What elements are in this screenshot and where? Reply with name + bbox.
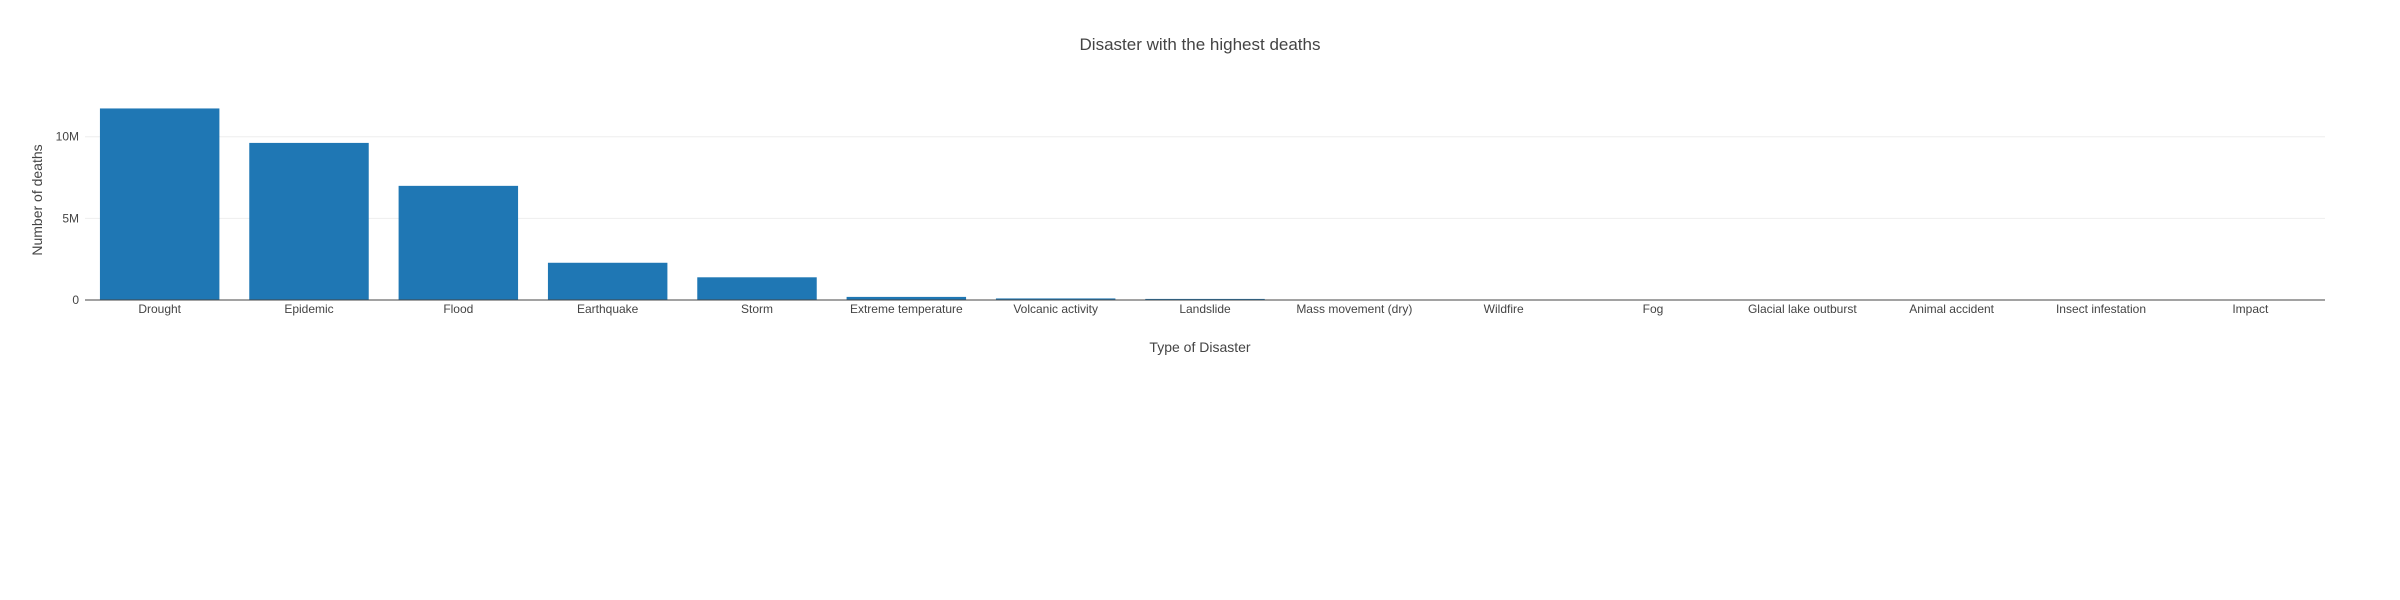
y-tick-label: 0 xyxy=(72,293,79,307)
bar-storm[interactable] xyxy=(697,277,817,300)
x-tick-label: Insect infestation xyxy=(2056,302,2146,316)
y-tick-label: 5M xyxy=(62,211,79,225)
x-tick-label: Storm xyxy=(741,302,773,316)
y-axis-title: Number of deaths xyxy=(29,144,45,255)
y-tick-label: 10M xyxy=(56,130,79,144)
y-axis-ticks: 0 5M 10M xyxy=(56,130,80,307)
bar-flood[interactable] xyxy=(398,185,519,300)
x-tick-label: Epidemic xyxy=(284,302,333,316)
x-tick-label: Flood xyxy=(443,302,473,316)
x-tick-label: Extreme temperature xyxy=(850,302,963,316)
x-tick-label: Volcanic activity xyxy=(1013,302,1098,316)
x-tick-label: Landslide xyxy=(1179,302,1231,316)
x-tick-label: Wildfire xyxy=(1484,302,1524,316)
x-tick-label: Earthquake xyxy=(577,302,639,316)
bar-drought[interactable] xyxy=(99,108,220,301)
bar-landslide[interactable] xyxy=(1145,298,1265,300)
bar-earthquake[interactable] xyxy=(547,262,668,300)
x-tick-label: Impact xyxy=(2232,302,2269,316)
x-axis-ticks: Drought Epidemic Flood Earthquake Storm Extre… xyxy=(138,302,2269,316)
x-tick-label: Fog xyxy=(1643,302,1664,316)
x-axis-title: Type of Disaster xyxy=(1149,339,1250,355)
x-tick-label: Mass movement (dry) xyxy=(1296,302,1412,316)
bars xyxy=(99,108,1863,301)
chart-title: Disaster with the highest deaths xyxy=(1080,35,1321,54)
bar-epidemic[interactable] xyxy=(249,142,369,300)
x-tick-label: Drought xyxy=(138,302,181,316)
x-tick-label: Animal accident xyxy=(1909,302,1994,316)
x-tick-label: Glacial lake outburst xyxy=(1748,302,1857,316)
bar-extreme-temperature[interactable] xyxy=(846,296,967,300)
bar-volcanic-activity[interactable] xyxy=(995,298,1116,300)
